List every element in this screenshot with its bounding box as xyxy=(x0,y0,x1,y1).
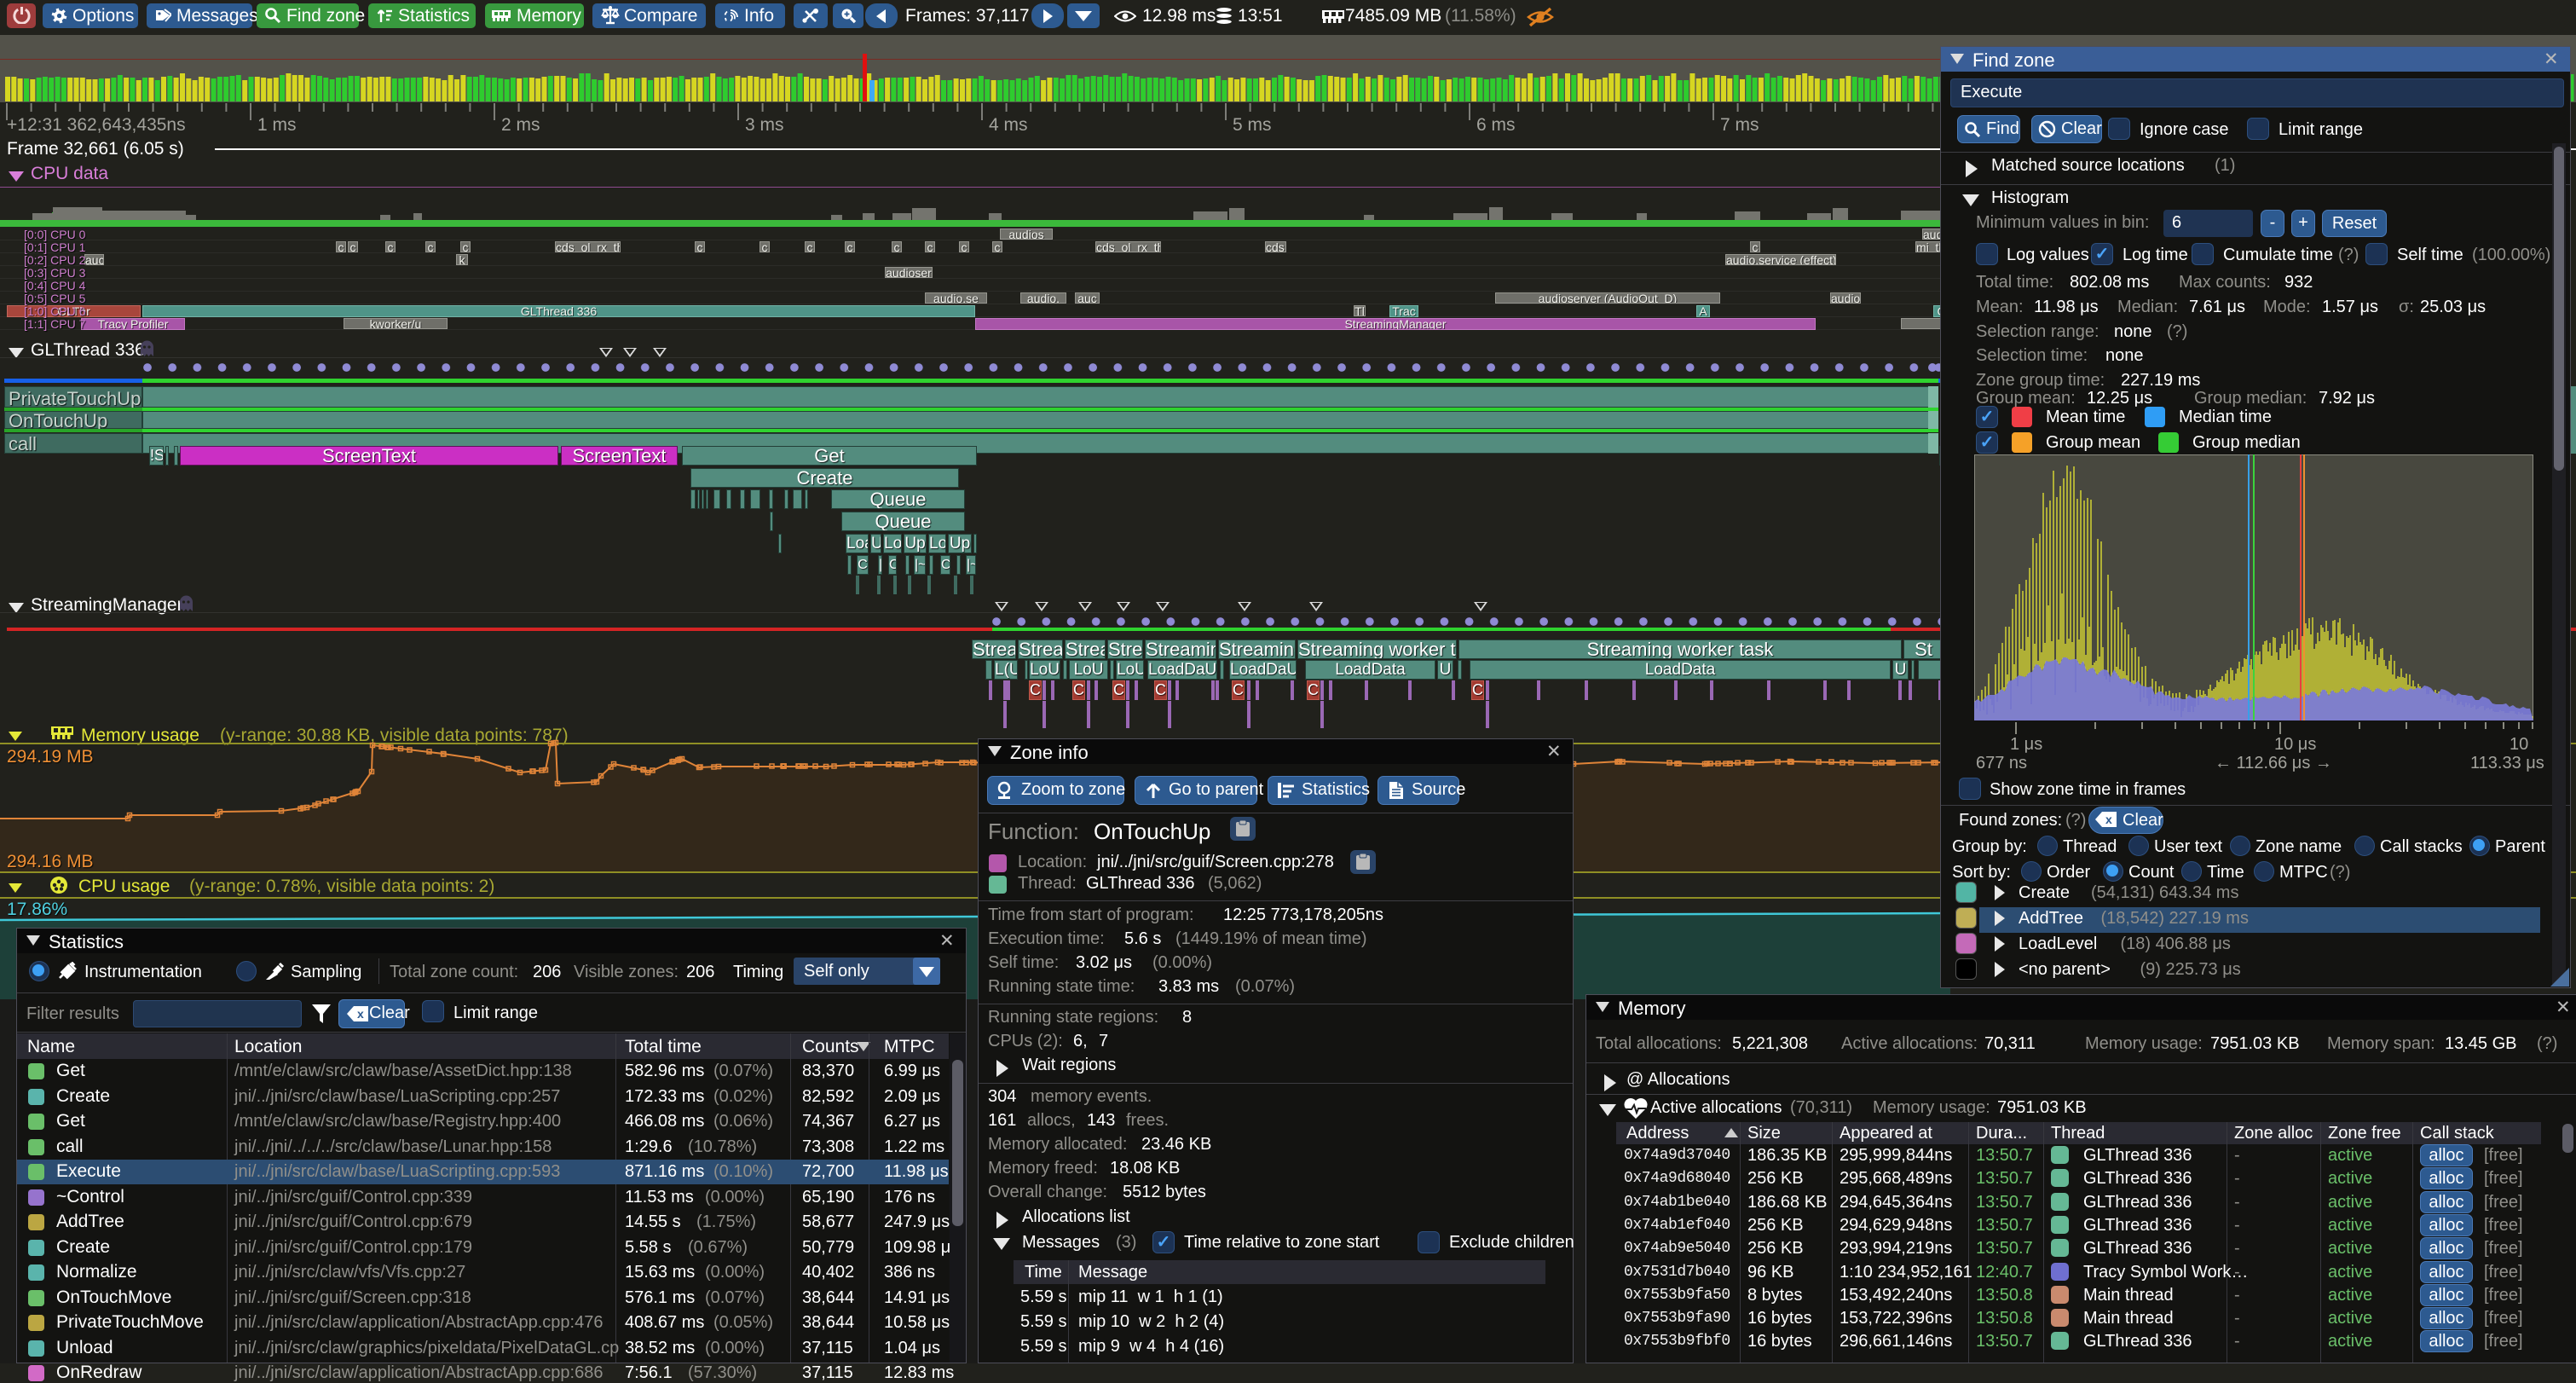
svg-text:x: x xyxy=(357,1007,364,1021)
svg-text:x: x xyxy=(2105,813,2112,826)
